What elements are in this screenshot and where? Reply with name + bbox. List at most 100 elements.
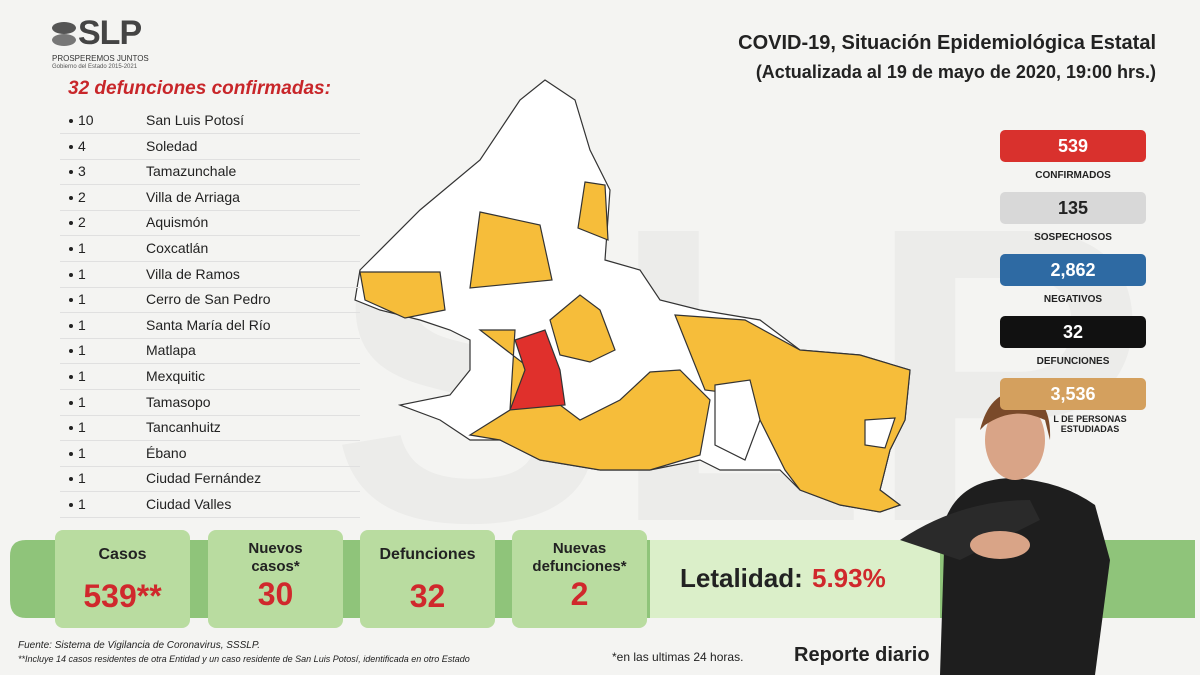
bullet <box>69 375 73 379</box>
municipality: Tamazunchale <box>146 163 237 180</box>
stat-value: 32 <box>1000 316 1146 348</box>
summary-label: Casos <box>98 546 147 563</box>
footer-report: Reporte diario <box>794 644 930 666</box>
municipality: Ciudad Valles <box>146 496 232 512</box>
death-row: 1 Ciudad Fernández <box>60 466 360 493</box>
logo-brand: SLP <box>78 14 142 52</box>
stat-label: CONFIRMADOS <box>1035 170 1111 181</box>
bullet <box>69 144 73 149</box>
death-row: 3 Tamazunchale <box>60 159 360 186</box>
death-row: 1 Cerro de San Pedro <box>60 287 360 314</box>
state-map <box>354 79 911 513</box>
municipality: Cerro de San Pedro <box>146 291 271 308</box>
lethality-box <box>650 540 940 618</box>
summary-value: 32 <box>409 578 446 614</box>
bullet <box>69 323 73 328</box>
death-row: 1 Ébano <box>60 441 360 467</box>
death-count: 1 <box>78 470 86 487</box>
bullet <box>69 247 73 251</box>
summary-label: Nuevos casos* <box>248 540 303 575</box>
summary-box: Nuevos casos* 30 <box>208 530 343 628</box>
bullet <box>69 195 73 200</box>
death-row: 1 Matlapa <box>60 338 360 365</box>
summary-value: 30 <box>257 576 294 612</box>
lethality-label: Letalidad: <box>680 563 803 593</box>
stat-value: 3,536 <box>1000 378 1146 410</box>
bullet <box>69 170 73 175</box>
stat-label: DEFUNCIONES <box>1036 356 1110 367</box>
death-row: 1 Tamasopo <box>60 390 360 416</box>
stat-value: 2,862 <box>1000 254 1146 286</box>
municipality: Soledad <box>146 137 198 154</box>
bullet <box>69 221 73 226</box>
death-count: 1 <box>78 496 86 512</box>
summary-value: 2 <box>570 576 589 612</box>
summary-label: Nuevas defunciones* <box>532 540 627 575</box>
municipality: Tamasopo <box>146 393 211 410</box>
death-count: 1 <box>78 444 86 461</box>
bullet <box>69 503 73 507</box>
death-count: 1 <box>78 419 86 436</box>
bullet <box>69 400 73 405</box>
bullet <box>69 298 73 303</box>
death-count: 4 <box>78 137 86 154</box>
bullet <box>69 451 73 456</box>
death-row: 1 Mexquitic <box>60 364 360 390</box>
summary-value: 539** <box>83 578 162 614</box>
municipality: Matlapa <box>146 342 196 359</box>
death-row: 1 Coxcatlán <box>60 236 360 262</box>
death-count: 3 <box>78 163 86 180</box>
header-title: COVID-19, Situación Epidemiológica Estat… <box>738 32 1156 54</box>
summary-box: Casos 539** <box>55 530 190 628</box>
death-count: 1 <box>78 393 86 410</box>
death-count: 1 <box>78 240 86 256</box>
death-row: 2 Villa de Arriaga <box>60 185 360 211</box>
municipality: Aquismón <box>146 214 209 231</box>
death-row: 1 Villa de Ramos <box>60 262 360 288</box>
death-count: 1 <box>78 316 86 333</box>
municipality: Ciudad Fernández <box>146 470 262 487</box>
death-row: 2 Aquismón <box>60 210 360 237</box>
municipality: Villa de Ramos <box>146 265 240 282</box>
death-count: 2 <box>78 188 86 205</box>
summary-label: Defunciones <box>379 546 476 563</box>
logo-government: Gobierno del Estado 2015-2021 <box>52 64 138 70</box>
death-count: 1 <box>78 265 86 282</box>
stat-value: 135 <box>1000 192 1146 224</box>
municipality: Coxcatlán <box>146 240 209 256</box>
death-count: 1 <box>78 291 86 308</box>
bullet <box>69 349 73 354</box>
bullet <box>69 272 73 277</box>
stat-value: 539 <box>1000 130 1146 162</box>
footer-source: Fuente: Sistema de Vigilancia de Coronav… <box>18 640 260 651</box>
logo-slogan: PROSPEREMOS JUNTOS <box>52 54 149 63</box>
bullet <box>69 426 73 431</box>
death-row: 10 San Luis Potosí <box>60 108 360 134</box>
header-subtitle: (Actualizada al 19 de mayo de 2020, 19:0… <box>755 62 1156 82</box>
municipality: Mexquitic <box>146 368 206 384</box>
municipality: Ébano <box>146 444 187 461</box>
municipality: Santa María del Río <box>146 316 271 333</box>
municipality: Tancanhuitz <box>146 419 221 436</box>
death-row: 1 Tancanhuitz <box>60 415 360 442</box>
municipality: Villa de Arriaga <box>146 188 240 205</box>
bullet <box>69 477 73 482</box>
death-row: 4 Soledad <box>60 134 360 160</box>
stat-label: SOSPECHOSOS <box>1034 232 1112 243</box>
death-count: 10 <box>78 112 94 128</box>
footer-period: *en las ultimas 24 horas. <box>612 650 744 664</box>
bullet <box>69 119 73 123</box>
municipality: San Luis Potosí <box>146 112 245 128</box>
death-count: 1 <box>78 342 86 359</box>
deaths-title: 32 defunciones confirmadas: <box>68 78 331 99</box>
death-count: 1 <box>78 368 86 384</box>
logo-mark <box>52 22 76 46</box>
stat-label: NEGATIVOS <box>1043 294 1103 305</box>
footer-note: **Incluye 14 casos residentes de otra En… <box>18 654 470 664</box>
death-count: 2 <box>78 214 86 231</box>
summary-box: Nuevas defunciones* 2 <box>512 530 647 628</box>
stat-label: L DE PERSONAS ESTUDIADAS <box>1053 414 1127 434</box>
lethality-value: 5.93% <box>812 563 886 593</box>
death-row: 1 Ciudad Valles <box>60 492 360 518</box>
